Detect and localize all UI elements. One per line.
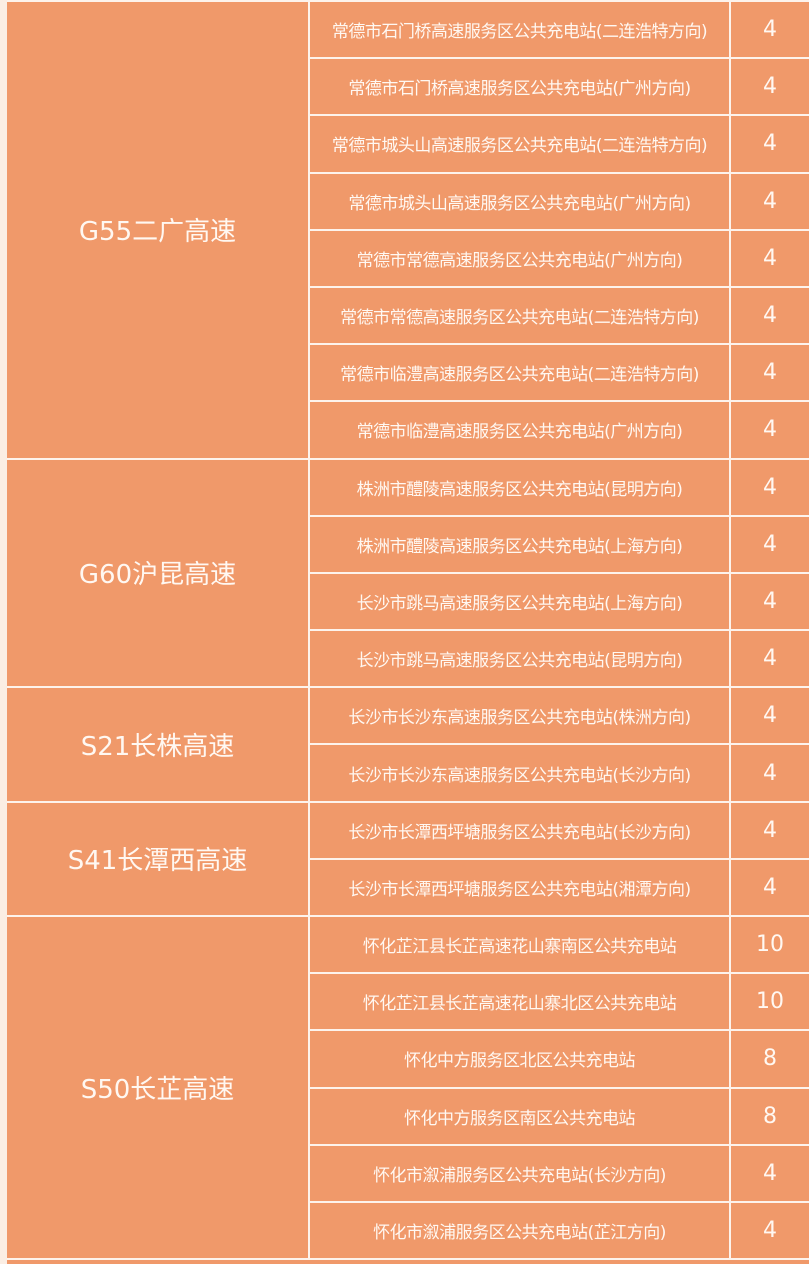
charger-count: 8 xyxy=(731,1088,809,1144)
charger-count: 4 xyxy=(731,745,809,801)
station-name: 长沙市长潭西坪塘服务区公共充电站(长沙方向) xyxy=(310,802,729,858)
charger-count: 4 xyxy=(731,688,809,744)
charger-count: 4 xyxy=(731,631,809,687)
highway-group: S41长潭西高速 长沙市长潭西坪塘服务区公共充电站(长沙方向) 4 长沙市长潭西坪塘服… xyxy=(7,802,809,915)
charger-count: 4 xyxy=(731,59,809,115)
charger-count: 4 xyxy=(731,859,809,915)
charger-count: 4 xyxy=(731,345,809,401)
station-name: 怀化芷江县长芷高速花山寨南区公共充电站 xyxy=(310,917,729,973)
station-name: 株洲市醴陵高速服务区公共充电站(上海方向) xyxy=(310,516,729,572)
charger-count: 4 xyxy=(731,116,809,172)
charger-count: 4 xyxy=(731,1202,809,1259)
charger-count: 4 xyxy=(731,459,809,515)
station-name: 怀化市溆浦服务区公共充电站(芷江方向) xyxy=(310,1202,729,1259)
charger-count: 4 xyxy=(731,516,809,572)
highway-name: G60沪昆高速 xyxy=(7,459,308,687)
station-name: 常德市临澧高速服务区公共充电站(二连浩特方向) xyxy=(310,345,729,401)
charging-station-table: G55二广高速 常德市石门桥高速服务区公共充电站(二连浩特方向) 4 常德市石门桥高速… xyxy=(7,0,809,1261)
highway-name: S50长芷高速 xyxy=(7,917,308,1259)
page-margin xyxy=(0,0,7,1264)
charger-count: 4 xyxy=(731,402,809,458)
charger-count: 4 xyxy=(731,1145,809,1201)
charger-count: 10 xyxy=(731,974,809,1030)
station-name: 常德市石门桥高速服务区公共充电站(广州方向) xyxy=(310,59,729,115)
station-name: 长沙市长沙东高速服务区公共充电站(长沙方向) xyxy=(310,745,729,801)
highway-name: S21长株高速 xyxy=(7,688,308,801)
station-name: 怀化市溆浦服务区公共充电站(长沙方向) xyxy=(310,1145,729,1201)
highway-group: S21长株高速 长沙市长沙东高速服务区公共充电站(株洲方向) 4 长沙市长沙东高速服务… xyxy=(7,688,809,801)
station-name: 长沙市跳马高速服务区公共充电站(上海方向) xyxy=(310,573,729,630)
highway-name: G55二广高速 xyxy=(7,2,308,458)
station-name: 怀化芷江县长芷高速花山寨北区公共充电站 xyxy=(310,974,729,1030)
station-name: 怀化中方服务区南区公共充电站 xyxy=(310,1088,729,1144)
highway-group: G55二广高速 常德市石门桥高速服务区公共充电站(二连浩特方向) 4 常德市石门桥高速… xyxy=(7,2,809,458)
station-name: 怀化中方服务区北区公共充电站 xyxy=(310,1031,729,1087)
station-name: 株洲市醴陵高速服务区公共充电站(昆明方向) xyxy=(310,459,729,515)
charger-count: 8 xyxy=(731,1031,809,1087)
charger-count: 4 xyxy=(731,173,809,229)
station-name: 长沙市长沙东高速服务区公共充电站(株洲方向) xyxy=(310,688,729,744)
station-name: 长沙市长潭西坪塘服务区公共充电站(湘潭方向) xyxy=(310,859,729,915)
station-name: 常德市临澧高速服务区公共充电站(广州方向) xyxy=(310,402,729,458)
station-name: 常德市石门桥高速服务区公共充电站(二连浩特方向) xyxy=(310,2,729,58)
charger-count: 10 xyxy=(731,917,809,973)
station-name: 常德市常德高速服务区公共充电站(广州方向) xyxy=(310,230,729,286)
station-name: 常德市城头山高速服务区公共充电站(广州方向) xyxy=(310,173,729,229)
station-name: 常德市城头山高速服务区公共充电站(二连浩特方向) xyxy=(310,116,729,172)
highway-name: S41长潭西高速 xyxy=(7,802,308,915)
highway-group: S50长芷高速 怀化芷江县长芷高速花山寨南区公共充电站 10 怀化芷江县长芷高速花山寨… xyxy=(7,917,809,1259)
station-name: 常德市常德高速服务区公共充电站(二连浩特方向) xyxy=(310,287,729,344)
charger-count: 4 xyxy=(731,230,809,286)
charger-count: 4 xyxy=(731,573,809,630)
charger-count: 4 xyxy=(731,2,809,58)
highway-group: G60沪昆高速 株洲市醴陵高速服务区公共充电站(昆明方向) 4 株洲市醴陵高速服务区公… xyxy=(7,459,809,687)
station-name: 长沙市跳马高速服务区公共充电站(昆明方向) xyxy=(310,631,729,687)
charger-count: 4 xyxy=(731,287,809,344)
charger-count: 4 xyxy=(731,802,809,858)
